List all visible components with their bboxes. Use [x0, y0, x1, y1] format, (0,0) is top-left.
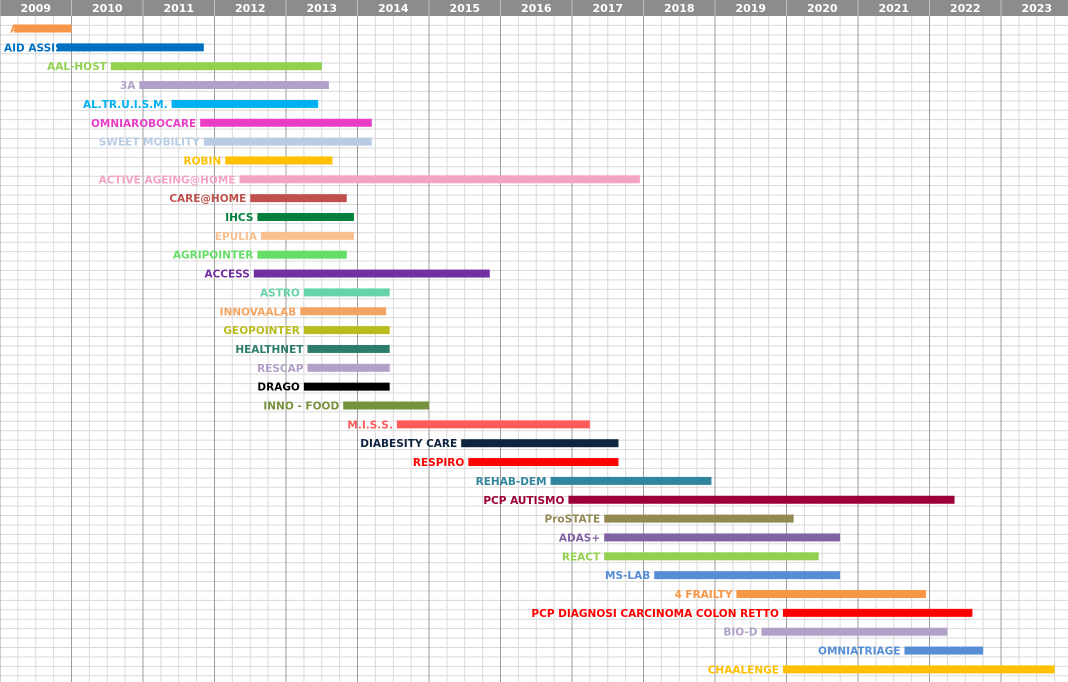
project-bar — [461, 439, 619, 448]
project-label: M.I.S.S. — [347, 419, 392, 431]
minor-gridlines — [0, 16, 1068, 682]
project-label: OMNIAROBOCARE — [91, 118, 196, 130]
project-bar — [604, 533, 841, 542]
project-bar — [604, 514, 794, 523]
year-label: 2009 — [20, 2, 51, 15]
project-bar — [468, 458, 619, 467]
project-bar — [904, 646, 984, 655]
project-bar — [654, 571, 841, 580]
year-label: 2015 — [449, 2, 480, 15]
project-bar — [303, 382, 390, 391]
project-bar — [250, 194, 347, 203]
project-label: ROBIN — [184, 155, 222, 167]
project-label: BIO-D — [723, 627, 757, 639]
project-label: REHAB-DEM — [476, 476, 547, 488]
year-label: 2023 — [1021, 2, 1052, 15]
project-bar — [307, 363, 390, 372]
project-label: OMNIATRIAGE — [818, 646, 900, 658]
year-header-background — [0, 0, 1068, 16]
project-bar — [303, 288, 390, 297]
project-label: ASTRO — [260, 287, 300, 299]
project-bar — [239, 175, 640, 184]
project-bar — [568, 495, 955, 504]
project-bar — [200, 118, 372, 127]
project-label: SWEET MOBILITY — [99, 137, 200, 149]
project-label: 3A — [120, 80, 136, 92]
project-label: PCP DIAGNOSI CARCINOMA COLON RETTO — [531, 608, 779, 620]
year-label: 2013 — [306, 2, 337, 15]
project-bar — [171, 99, 319, 108]
project-label: ADAS+ — [559, 532, 600, 544]
project-label: CARE@HOME — [169, 193, 246, 205]
project-label: PCP AUTISMO — [483, 495, 564, 507]
project-bar — [307, 344, 390, 353]
project-label: RESPIRO — [413, 457, 465, 469]
project-bar — [761, 627, 948, 636]
project-bar — [550, 476, 712, 485]
project-bar — [343, 401, 429, 410]
project-bar — [260, 231, 354, 240]
year-label: 2011 — [163, 2, 194, 15]
project-bar — [782, 665, 1055, 674]
project-label: ADA — [10, 24, 36, 36]
project-label: ProSTATE — [545, 514, 601, 526]
project-label: RESCAP — [257, 363, 304, 375]
project-bar — [253, 269, 490, 278]
project-bar — [303, 326, 390, 335]
project-label: AID ASSISTANT — [4, 42, 94, 54]
project-bar — [14, 24, 72, 33]
project-bar — [396, 420, 590, 429]
year-label: 2018 — [664, 2, 695, 15]
year-header: 2009 2010 2011 2012 2013 2014 2015 2016 2017 2018… — [0, 0, 1052, 16]
project-bar — [736, 590, 926, 598]
year-label: 2016 — [521, 2, 552, 15]
year-label: 2022 — [950, 2, 981, 15]
project-bar — [57, 43, 204, 52]
project-label: ACCESS — [204, 269, 249, 281]
project-label: MS-LAB — [605, 570, 650, 582]
year-label: 2017 — [592, 2, 623, 15]
project-label: ACTIVE AGEING@HOME — [99, 174, 236, 186]
year-label: 2020 — [807, 2, 838, 15]
year-label: 2021 — [878, 2, 909, 15]
project-bar — [604, 552, 819, 561]
project-labels: ADA AID ASSISTANT AAL-HOST 3A AL.TR.U.I.S.M.… — [4, 24, 900, 677]
project-label: HEALTHNET — [235, 344, 304, 356]
project-label: EPULIA — [215, 231, 258, 243]
project-bar — [203, 137, 372, 146]
project-label: IHCS — [225, 212, 253, 224]
project-bar — [257, 213, 354, 221]
project-label: 4 FRAILTY — [674, 589, 732, 601]
year-label: 2014 — [378, 2, 409, 15]
project-label: DRAGO — [257, 382, 300, 394]
project-label: REACT — [562, 551, 601, 563]
year-label: 2019 — [735, 2, 766, 15]
project-label: CHAALENGE — [708, 664, 779, 676]
project-bars — [14, 24, 1055, 674]
project-bar — [300, 307, 387, 316]
project-bar — [139, 81, 329, 90]
year-gridlines — [0, 16, 1002, 682]
year-label: 2010 — [92, 2, 123, 15]
project-bar — [225, 156, 333, 165]
project-label: INNO - FOOD — [263, 401, 339, 413]
project-label: AL.TR.U.I.S.M. — [83, 99, 168, 111]
year-label: 2012 — [235, 2, 266, 15]
project-bar — [782, 608, 973, 617]
project-bar — [257, 250, 347, 259]
project-label: AGRIPOINTER — [173, 250, 253, 262]
project-bar — [110, 62, 322, 71]
project-label: INNOVAALAB — [220, 306, 297, 318]
project-label: AAL-HOST — [47, 61, 108, 73]
project-label: DIABESITY CARE — [360, 438, 457, 450]
project-label: GEOPOINTER — [223, 325, 299, 337]
